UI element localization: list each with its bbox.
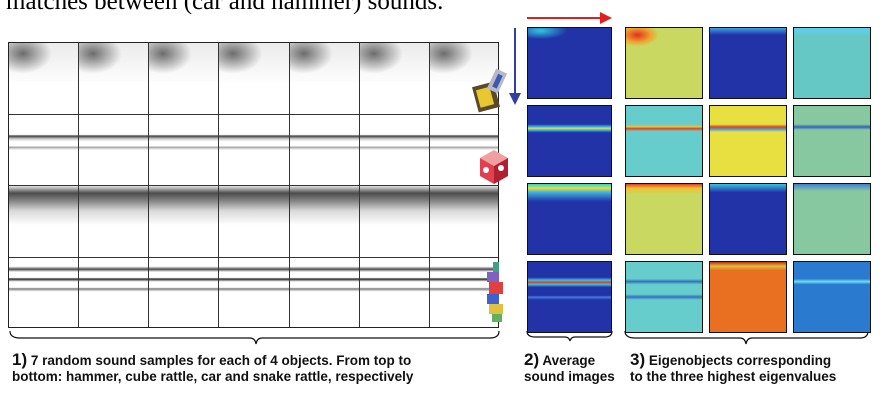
spectrogram-cell xyxy=(9,257,80,327)
eigenobject-image xyxy=(709,105,787,177)
eigenobject-image xyxy=(709,183,787,255)
spectrogram-cell xyxy=(9,43,80,115)
caption-1: 1) 7 random sound samples for each of 4 … xyxy=(12,350,414,385)
spectrogram-cell xyxy=(359,186,430,258)
spectrogram-cell xyxy=(219,186,290,258)
caption-1-line2: bottom: hammer, cube rattle, car and sna… xyxy=(12,369,414,384)
brace-lines xyxy=(9,330,869,345)
spectrogram-cell xyxy=(289,114,360,186)
eigenobject-image xyxy=(793,261,871,333)
spectrogram-cell xyxy=(79,114,150,186)
hammer-toy-icon xyxy=(472,68,508,113)
spectrogram-cell xyxy=(149,114,220,186)
sound-samples-grid xyxy=(8,42,499,328)
spectrogram-cell xyxy=(79,257,150,327)
caption-3-line1: Eigenobjects corresponding xyxy=(648,353,832,368)
spectrogram-cell xyxy=(9,186,80,258)
average-sound-image xyxy=(527,183,612,255)
spectrogram-cell xyxy=(289,186,360,258)
caption-2-line2: sound images xyxy=(524,369,615,384)
intro-text: matches between (car and hammer) sounds. xyxy=(6,0,444,15)
caption-2: 2) Average sound images xyxy=(524,350,615,385)
eigenobject-image xyxy=(709,27,787,99)
caption-1-number: 1) xyxy=(12,350,28,369)
eigenobject-image xyxy=(793,27,871,99)
eigenobject-image xyxy=(709,261,787,333)
caption-3: 3) Eigenobjects corresponding to the thr… xyxy=(630,350,837,385)
caption-3-number: 3) xyxy=(630,350,646,369)
spectrogram-cell xyxy=(289,257,360,327)
eigenobject-image xyxy=(625,27,703,99)
spectrogram-cell xyxy=(149,43,220,115)
snake-rattle-icon xyxy=(487,262,503,322)
spectrogram-cell xyxy=(429,257,498,327)
eigenobject-image xyxy=(793,183,871,255)
spectrogram-cell xyxy=(429,186,498,258)
spectrogram-cell xyxy=(79,43,150,115)
spectrogram-cell xyxy=(219,114,290,186)
caption-3-line2: to the three highest eigenvalues xyxy=(630,369,837,384)
horizontal-arrow-icon xyxy=(527,12,612,24)
eigenobject-image xyxy=(625,261,703,333)
spectrogram-cell xyxy=(149,186,220,258)
average-sound-image xyxy=(527,261,612,333)
caption-1-line1: 7 random sound samples for each of 4 obj… xyxy=(30,353,412,368)
vertical-arrow-icon xyxy=(509,28,521,105)
spectrogram-cell xyxy=(359,114,430,186)
eigenobject-image xyxy=(625,105,703,177)
spectrogram-cell xyxy=(219,43,290,115)
spectrogram-cell xyxy=(289,43,360,115)
spectrogram-cell xyxy=(79,186,150,258)
eigenobject-image xyxy=(625,183,703,255)
spectrogram-cell xyxy=(9,114,80,186)
eigenobject-image xyxy=(793,105,871,177)
caption-2-number: 2) xyxy=(524,350,540,369)
spectrogram-cell xyxy=(359,257,430,327)
spectrogram-cell xyxy=(359,43,430,115)
spectrogram-cell xyxy=(149,257,220,327)
caption-2-line1: Average xyxy=(542,353,596,368)
spectrogram-cell xyxy=(219,257,290,327)
average-sound-image xyxy=(527,27,612,99)
average-sound-image xyxy=(527,105,612,177)
cube-rattle-icon xyxy=(480,150,508,184)
